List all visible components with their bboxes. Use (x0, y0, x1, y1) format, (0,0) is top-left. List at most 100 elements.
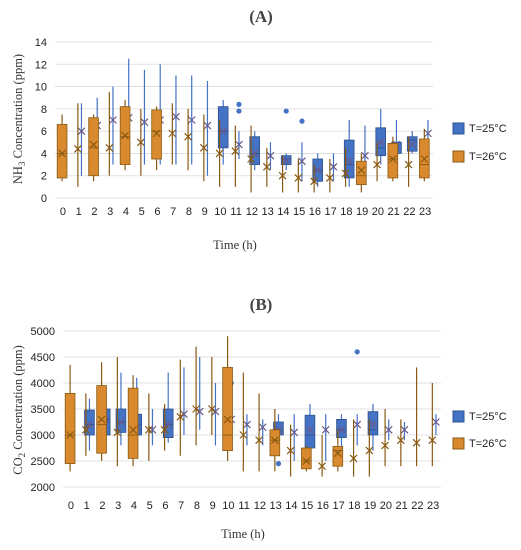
mean-marker-26 (192, 405, 201, 413)
x-tick-label: 16 (309, 206, 321, 218)
x-tick-label: 3 (107, 206, 113, 218)
box-26 (269, 429, 281, 457)
mean-marker-25 (250, 149, 259, 158)
panel-b-y-axis-title-rest: Concentration (ppm) (11, 345, 25, 453)
mean-marker-26 (278, 171, 287, 180)
mean-marker-26 (168, 129, 177, 138)
x-tick-label: 16 (317, 500, 329, 512)
panel-a-boxes (56, 58, 432, 193)
box-25 (304, 414, 316, 449)
mean-marker-25 (211, 407, 220, 416)
panel-b-legend-swatch-26 (452, 437, 465, 450)
mean-marker-26 (105, 143, 114, 152)
x-tick-label: 1 (76, 206, 82, 218)
outlier-point-25 (275, 461, 282, 467)
mean-marker-26 (404, 160, 413, 169)
x-tick-label: 2 (99, 500, 105, 512)
mean-marker-26 (286, 446, 295, 455)
x-tick-label: 19 (356, 206, 368, 218)
mean-marker-26 (428, 436, 437, 445)
mean-marker-26 (97, 415, 106, 424)
mean-marker-25 (290, 428, 299, 437)
x-tick-label: 0 (60, 206, 66, 218)
mean-marker-26 (373, 160, 382, 169)
mean-marker-26 (255, 436, 264, 445)
mean-marker-26 (239, 431, 248, 439)
x-tick-label: 17 (325, 206, 337, 218)
box-26 (64, 392, 76, 464)
x-tick-label: 7 (178, 500, 184, 512)
mean-marker-26 (89, 140, 98, 149)
mean-marker-25 (77, 127, 86, 136)
x-tick-label: 5 (147, 500, 153, 512)
y-tick-label: 6 (41, 126, 47, 138)
mean-marker-26 (223, 415, 232, 424)
panel-b-x-ticks: 0 1 2 3 4 5 6 7 8 9 10 11 12 13 14 15 16 17 18 19 20 21 22 23 (68, 500, 439, 512)
box-26 (88, 117, 99, 177)
x-tick-label: 2 (91, 206, 97, 218)
y-tick-label: 2 (41, 171, 47, 183)
mean-marker-26 (152, 129, 161, 138)
mean-marker-26 (81, 425, 90, 434)
box-26 (151, 109, 162, 160)
panel-b-legend: T=25°C T=26°C (452, 410, 507, 450)
x-tick-label: 22 (403, 206, 415, 218)
mean-marker-25 (345, 157, 354, 166)
box-25 (249, 136, 260, 165)
mean-marker-25 (195, 407, 204, 416)
x-tick-label: 13 (270, 500, 282, 512)
panel-a-y-ticks: 0 2 4 6 8 10 12 14 (35, 37, 47, 205)
mean-marker-26 (396, 436, 405, 445)
mean-marker-26 (199, 143, 208, 152)
x-tick-label: 4 (123, 206, 129, 218)
panel-b-y-axis-title-subscript: 2 (17, 453, 27, 458)
x-tick-label: 5 (139, 206, 145, 218)
box-25 (336, 418, 347, 438)
mean-marker-26 (184, 132, 193, 141)
panel-a-legend: T=25°C T=26°C (452, 122, 507, 163)
box-26 (127, 387, 139, 459)
x-tick-label: 14 (285, 500, 297, 512)
box-26 (222, 366, 233, 451)
panel-b-y-axis-title-main: CO (11, 457, 25, 474)
mean-marker-25 (148, 425, 157, 434)
mean-marker-26 (357, 166, 366, 175)
mean-marker-25 (266, 151, 275, 160)
y-tick-label: 4500 (31, 352, 55, 364)
mean-marker-26 (381, 441, 390, 450)
mean-marker-26 (58, 149, 67, 158)
x-tick-label: 4 (131, 500, 137, 512)
panel-a-legend-swatch-26 (452, 150, 465, 163)
x-tick-label: 10 (222, 500, 234, 512)
outlier-point-25 (236, 101, 242, 107)
mean-marker-26 (231, 147, 240, 156)
panel-b-x-axis-title: Time (h) (221, 527, 265, 541)
y-tick-label: 2000 (31, 482, 55, 494)
x-tick-label: 3 (115, 500, 121, 512)
panel-b-legend-swatch-25 (452, 410, 465, 423)
mean-marker-25 (187, 116, 196, 124)
mean-marker-25 (376, 138, 385, 147)
mean-marker-25 (219, 127, 228, 136)
x-tick-label: 9 (210, 500, 216, 512)
mean-marker-26 (333, 449, 342, 458)
mean-marker-25 (337, 425, 346, 434)
y-tick-label: 10 (35, 82, 47, 94)
mean-marker-25 (298, 157, 306, 166)
mean-marker-26 (388, 155, 397, 163)
mean-marker-25 (282, 157, 291, 166)
x-tick-label: 13 (262, 206, 274, 218)
mean-marker-25 (180, 410, 188, 419)
box-26 (387, 142, 399, 179)
mean-marker-25 (361, 151, 369, 160)
mean-marker-26 (160, 425, 169, 434)
x-tick-label: 7 (170, 206, 176, 218)
box-25 (162, 408, 174, 439)
x-tick-label: 14 (277, 206, 289, 218)
mean-marker-26 (215, 149, 224, 158)
x-tick-label: 9 (202, 206, 208, 218)
x-tick-label: 1 (84, 500, 90, 512)
panel-a-legend-label-26: T=26°C (469, 151, 507, 163)
